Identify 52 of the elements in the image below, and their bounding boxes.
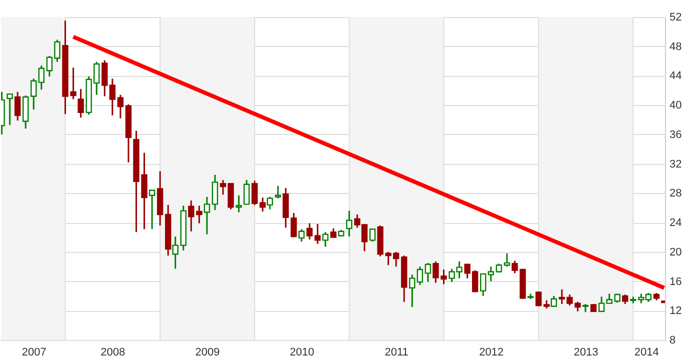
candlestick: [78, 88, 84, 118]
candlestick: [30, 78, 37, 110]
candlestick: [369, 228, 376, 242]
x-tick-label: 2013: [574, 346, 598, 358]
y-tick-label: 36: [670, 128, 682, 141]
candlestick: [314, 223, 321, 245]
candlestick: [14, 91, 21, 122]
candlestick: [236, 194, 242, 214]
candlestick: [252, 180, 258, 206]
y-tick-label: 12: [670, 305, 682, 318]
candlestick: [504, 252, 510, 268]
x-tick-label: 2009: [195, 346, 220, 358]
x-tick-label: 2011: [384, 346, 408, 358]
candlestick: [266, 196, 274, 210]
x-tick-label: 2008: [100, 346, 126, 358]
candlestick: [260, 196, 266, 212]
candlestick: [550, 295, 557, 308]
y-tick-label: 24: [670, 217, 682, 230]
candlestick: [6, 93, 13, 126]
y-tick-label: 44: [670, 70, 682, 82]
x-tick-label: 2007: [22, 346, 46, 358]
y-tick-label: 52: [670, 12, 682, 24]
y-tick-label: 20: [670, 246, 682, 258]
y-tick-label: 28: [670, 188, 682, 200]
y-tick-label: 16: [670, 276, 682, 288]
y-tick-label: 32: [670, 158, 682, 170]
candlestick: [622, 294, 628, 305]
candlestick: [298, 228, 305, 242]
candlestick: [480, 273, 486, 297]
candlestick: [109, 78, 116, 116]
candlestick: [322, 231, 328, 248]
x-tick-label: 2012: [479, 346, 504, 358]
x-tick-label: 2010: [290, 346, 314, 358]
x-tick-label: 2014: [634, 346, 659, 358]
candlestick: [535, 290, 542, 307]
candlestick: [204, 196, 210, 236]
candlestick: [117, 94, 124, 120]
candlestick: [38, 64, 45, 90]
y-tick-label: 48: [670, 40, 682, 53]
y-tick-label: 40: [670, 100, 682, 112]
y-tick-label: 8: [670, 334, 676, 346]
candlestick: [102, 60, 108, 98]
candlestick: [424, 262, 432, 283]
candlestick: [488, 266, 494, 282]
candlestick: [172, 236, 178, 270]
candlestick: [409, 274, 416, 308]
candlestick: [212, 174, 218, 211]
candlestick: [148, 189, 156, 230]
candlestick: [416, 266, 424, 286]
candlestick: [306, 222, 313, 240]
candlestick: [274, 185, 282, 200]
candlestick: [244, 179, 250, 205]
